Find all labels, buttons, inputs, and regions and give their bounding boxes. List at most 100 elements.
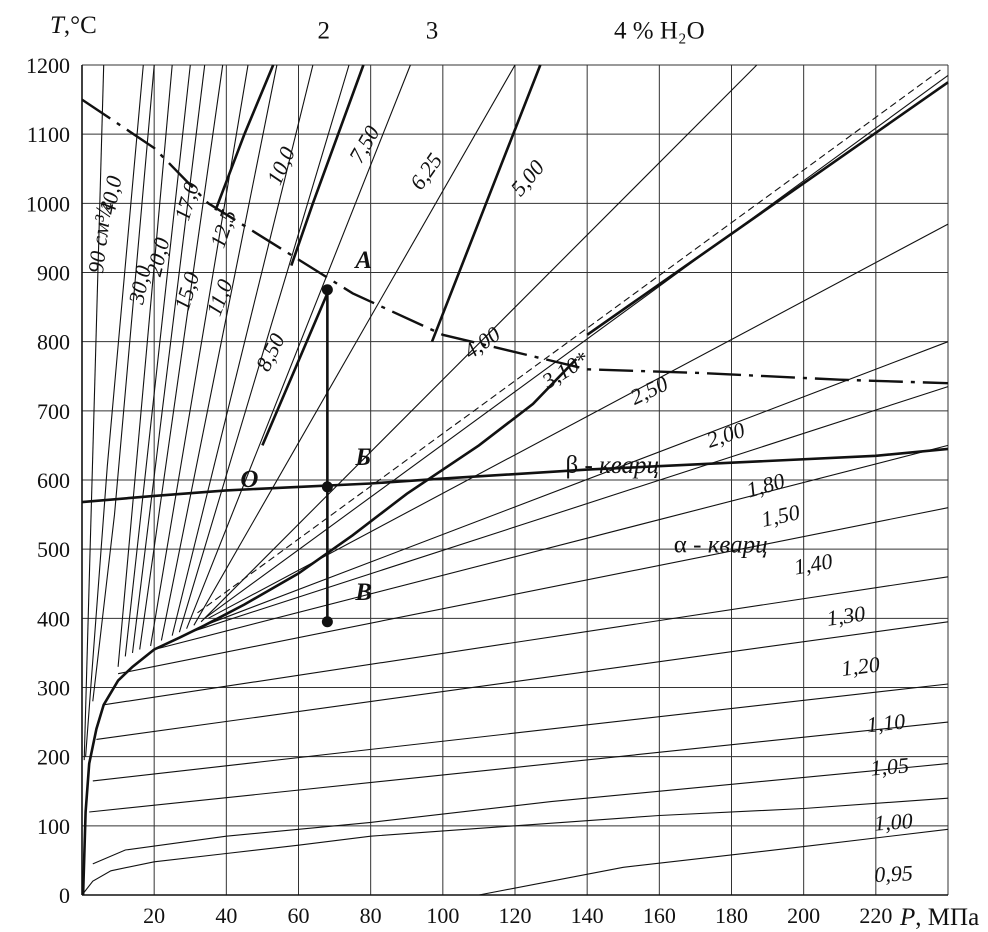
isochore-line — [186, 64, 411, 629]
isochore-line — [200, 64, 758, 623]
isochore-line — [178, 64, 350, 633]
isochore-line — [160, 64, 278, 641]
y-tick-label: 100 — [37, 814, 70, 839]
isochore-label: 1,50 — [759, 499, 802, 531]
isochore-label: 40,0 — [95, 174, 127, 217]
grid — [82, 64, 949, 895]
isochore-label: 7,50 — [344, 121, 385, 167]
isochore-label: 8,50 — [250, 329, 289, 375]
segment-O-line — [261, 292, 329, 446]
state-point-label: В — [354, 579, 372, 606]
isochore-label: 1,00 — [873, 808, 913, 836]
tick-labels: 20 40 60 80 100 120 140 160 180 200 220 0 100 200 300 4… — [26, 53, 892, 928]
isochore-line — [96, 621, 949, 740]
alpha-beta-quartz-line — [81, 447, 949, 504]
isochore-line — [92, 683, 949, 782]
isochore-label: 11,0 — [201, 276, 238, 319]
isochore-line — [193, 64, 516, 626]
water-isopleth-line — [214, 64, 275, 211]
x-tick-label: 220 — [859, 903, 892, 928]
saturation-curve — [81, 358, 578, 896]
isochore-line — [124, 64, 191, 657]
x-tick-label: 20 — [143, 903, 165, 928]
dashdot-curve — [81, 98, 949, 385]
y-tick-label: 0 — [59, 883, 70, 908]
quartz-phase-label: β - кварц — [566, 452, 659, 479]
state-point-label: A — [353, 247, 372, 274]
isochore-line — [83, 64, 105, 761]
isochore-line — [190, 386, 949, 633]
y-tick-label: 400 — [37, 606, 70, 631]
water-isopleth-line — [290, 64, 365, 267]
y-tick-label: 300 — [37, 676, 70, 701]
x-axis-label: P, МПа — [899, 904, 979, 931]
isochore-line — [89, 721, 949, 813]
isochore-label: 17,0 — [169, 179, 204, 223]
isochore-line — [85, 64, 144, 757]
x-tick-label: 140 — [571, 903, 604, 928]
isochore-label: 2,00 — [703, 417, 747, 453]
isochore-line — [171, 64, 314, 636]
isochore-line — [117, 64, 173, 667]
isochore-label: 1,80 — [744, 468, 788, 503]
y-tick-label: 900 — [37, 261, 70, 286]
isochore-line — [131, 64, 206, 653]
isochore-line — [208, 223, 949, 619]
y-tick-label: 800 — [37, 330, 70, 355]
isochore-label: 5,00 — [505, 155, 549, 201]
y-tick-label: 1000 — [26, 191, 70, 216]
state-point-A — [321, 284, 333, 296]
x-tick-label: 200 — [787, 903, 820, 928]
isochore-label: 1,20 — [840, 651, 881, 681]
state-points: A Б В O — [240, 247, 372, 628]
isochore-line — [117, 507, 949, 675]
isochore-line — [154, 444, 949, 651]
x-tick-label: 60 — [288, 903, 310, 928]
isochore-line — [139, 64, 224, 650]
y-tick-label: 700 — [37, 399, 70, 424]
y-axis-label: T,°C — [50, 12, 97, 39]
x-tick-label: 40 — [215, 903, 237, 928]
x-tick-label: 120 — [499, 903, 532, 928]
isochore-label: 6,25 — [405, 148, 448, 194]
y-tick-label: 500 — [37, 537, 70, 562]
state-point-В — [321, 616, 333, 628]
y-tick-label: 600 — [37, 468, 70, 493]
isochore-label: 0,95 — [874, 860, 914, 887]
water-isopleth-line — [586, 81, 949, 336]
isochore-label: 2,50 — [626, 371, 671, 410]
x-tick-label: 180 — [715, 903, 748, 928]
isochore-line — [204, 341, 949, 626]
isochore-line — [103, 576, 949, 706]
state-point-label: O — [240, 466, 258, 493]
isochore-label: 10,0 — [262, 143, 300, 188]
quartz-phase-label: α - кварц — [674, 532, 768, 559]
curves — [81, 64, 949, 896]
x-tick-label: 80 — [360, 903, 382, 928]
x-tick-label: 160 — [643, 903, 676, 928]
y-tick-label: 1200 — [26, 53, 70, 78]
y-tick-label: 1100 — [27, 122, 70, 147]
isochore-label: 3,10* — [537, 346, 593, 394]
water-isopleth-label: 4 % H₂O — [614, 17, 705, 44]
x-tick-label: 100 — [426, 903, 459, 928]
state-point-Б — [321, 481, 333, 493]
water-isopleth-label: 2 — [318, 17, 331, 44]
isochore-label: 15,0 — [169, 269, 204, 313]
lower-isochore-line — [81, 797, 949, 896]
isochore-label: 1,30 — [825, 601, 867, 631]
isochore-label: 1,05 — [869, 752, 910, 780]
isochore-line — [150, 64, 249, 647]
y-tick-label: 200 — [37, 745, 70, 770]
isochore-label: 1,10 — [865, 708, 906, 737]
water-isopleth-label: 3 — [426, 17, 439, 44]
isochore-line — [92, 763, 949, 865]
isochore-line — [204, 74, 949, 619]
isochore-label: 12,5 — [205, 206, 241, 251]
isochore-line — [478, 828, 949, 896]
isochore-label: 1,40 — [792, 548, 834, 579]
axes: T,°C P, МПа — [50, 12, 979, 931]
isochore-line — [92, 64, 155, 702]
state-point-label: Б — [354, 444, 371, 471]
